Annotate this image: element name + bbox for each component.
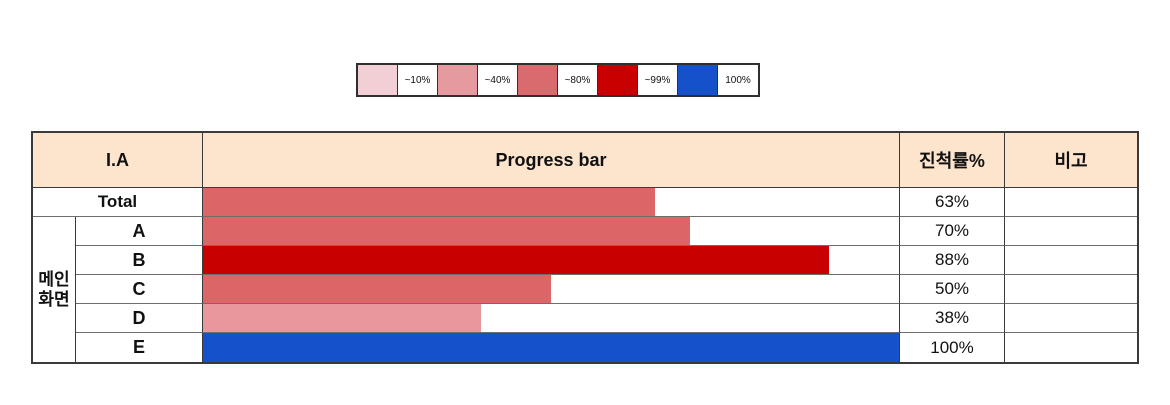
- progress-cell-c: [203, 275, 900, 304]
- rate-value-a: 70%: [900, 217, 1005, 246]
- legend-swatch-10: [358, 65, 398, 95]
- row-label-e: E: [76, 333, 203, 362]
- remark-cell-e: [1005, 333, 1137, 362]
- progress-bar-b: [203, 246, 830, 274]
- legend-swatch-80: [518, 65, 558, 95]
- remark-cell-total: [1005, 188, 1137, 217]
- color-legend: ~10% ~40% ~80% ~99% 100%: [356, 63, 760, 97]
- progress-bar-a: [203, 217, 691, 245]
- rate-value-d: 38%: [900, 304, 1005, 333]
- rate-value-total: 63%: [900, 188, 1005, 217]
- rate-value-c: 50%: [900, 275, 1005, 304]
- progress-table: I.A Progress bar 진척률% 비고 Total 63% 메인 화면…: [31, 131, 1139, 364]
- remark-cell-b: [1005, 246, 1137, 275]
- progress-bar-d: [203, 304, 482, 332]
- row-label-b: B: [76, 246, 203, 275]
- rate-value-e: 100%: [900, 333, 1005, 362]
- progress-cell-d: [203, 304, 900, 333]
- row-label-total: Total: [33, 188, 203, 217]
- remark-cell-d: [1005, 304, 1137, 333]
- legend-label-80: ~80%: [558, 65, 598, 95]
- row-label-a: A: [76, 217, 203, 246]
- progress-cell-e: [203, 333, 900, 362]
- progress-cell-a: [203, 217, 900, 246]
- legend-label-99: ~99%: [638, 65, 678, 95]
- header-rate: 진척률%: [900, 133, 1005, 188]
- legend-label-40: ~40%: [478, 65, 518, 95]
- progress-cell-b: [203, 246, 900, 275]
- progress-bar-e: [203, 333, 899, 362]
- progress-cell-total: [203, 188, 900, 217]
- row-label-c: C: [76, 275, 203, 304]
- legend-label-100: 100%: [718, 65, 758, 95]
- remark-cell-c: [1005, 275, 1137, 304]
- legend-swatch-100: [678, 65, 718, 95]
- legend-label-10: ~10%: [398, 65, 438, 95]
- remark-cell-a: [1005, 217, 1137, 246]
- rate-value-b: 88%: [900, 246, 1005, 275]
- header-remark: 비고: [1005, 133, 1137, 188]
- group-label-main-screen: 메인 화면: [33, 217, 76, 362]
- header-ia: I.A: [33, 133, 203, 188]
- row-label-d: D: [76, 304, 203, 333]
- progress-bar-c: [203, 275, 551, 303]
- header-progress-bar: Progress bar: [203, 133, 900, 188]
- legend-swatch-40: [438, 65, 478, 95]
- progress-bar-total: [203, 188, 656, 216]
- legend-swatch-99: [598, 65, 638, 95]
